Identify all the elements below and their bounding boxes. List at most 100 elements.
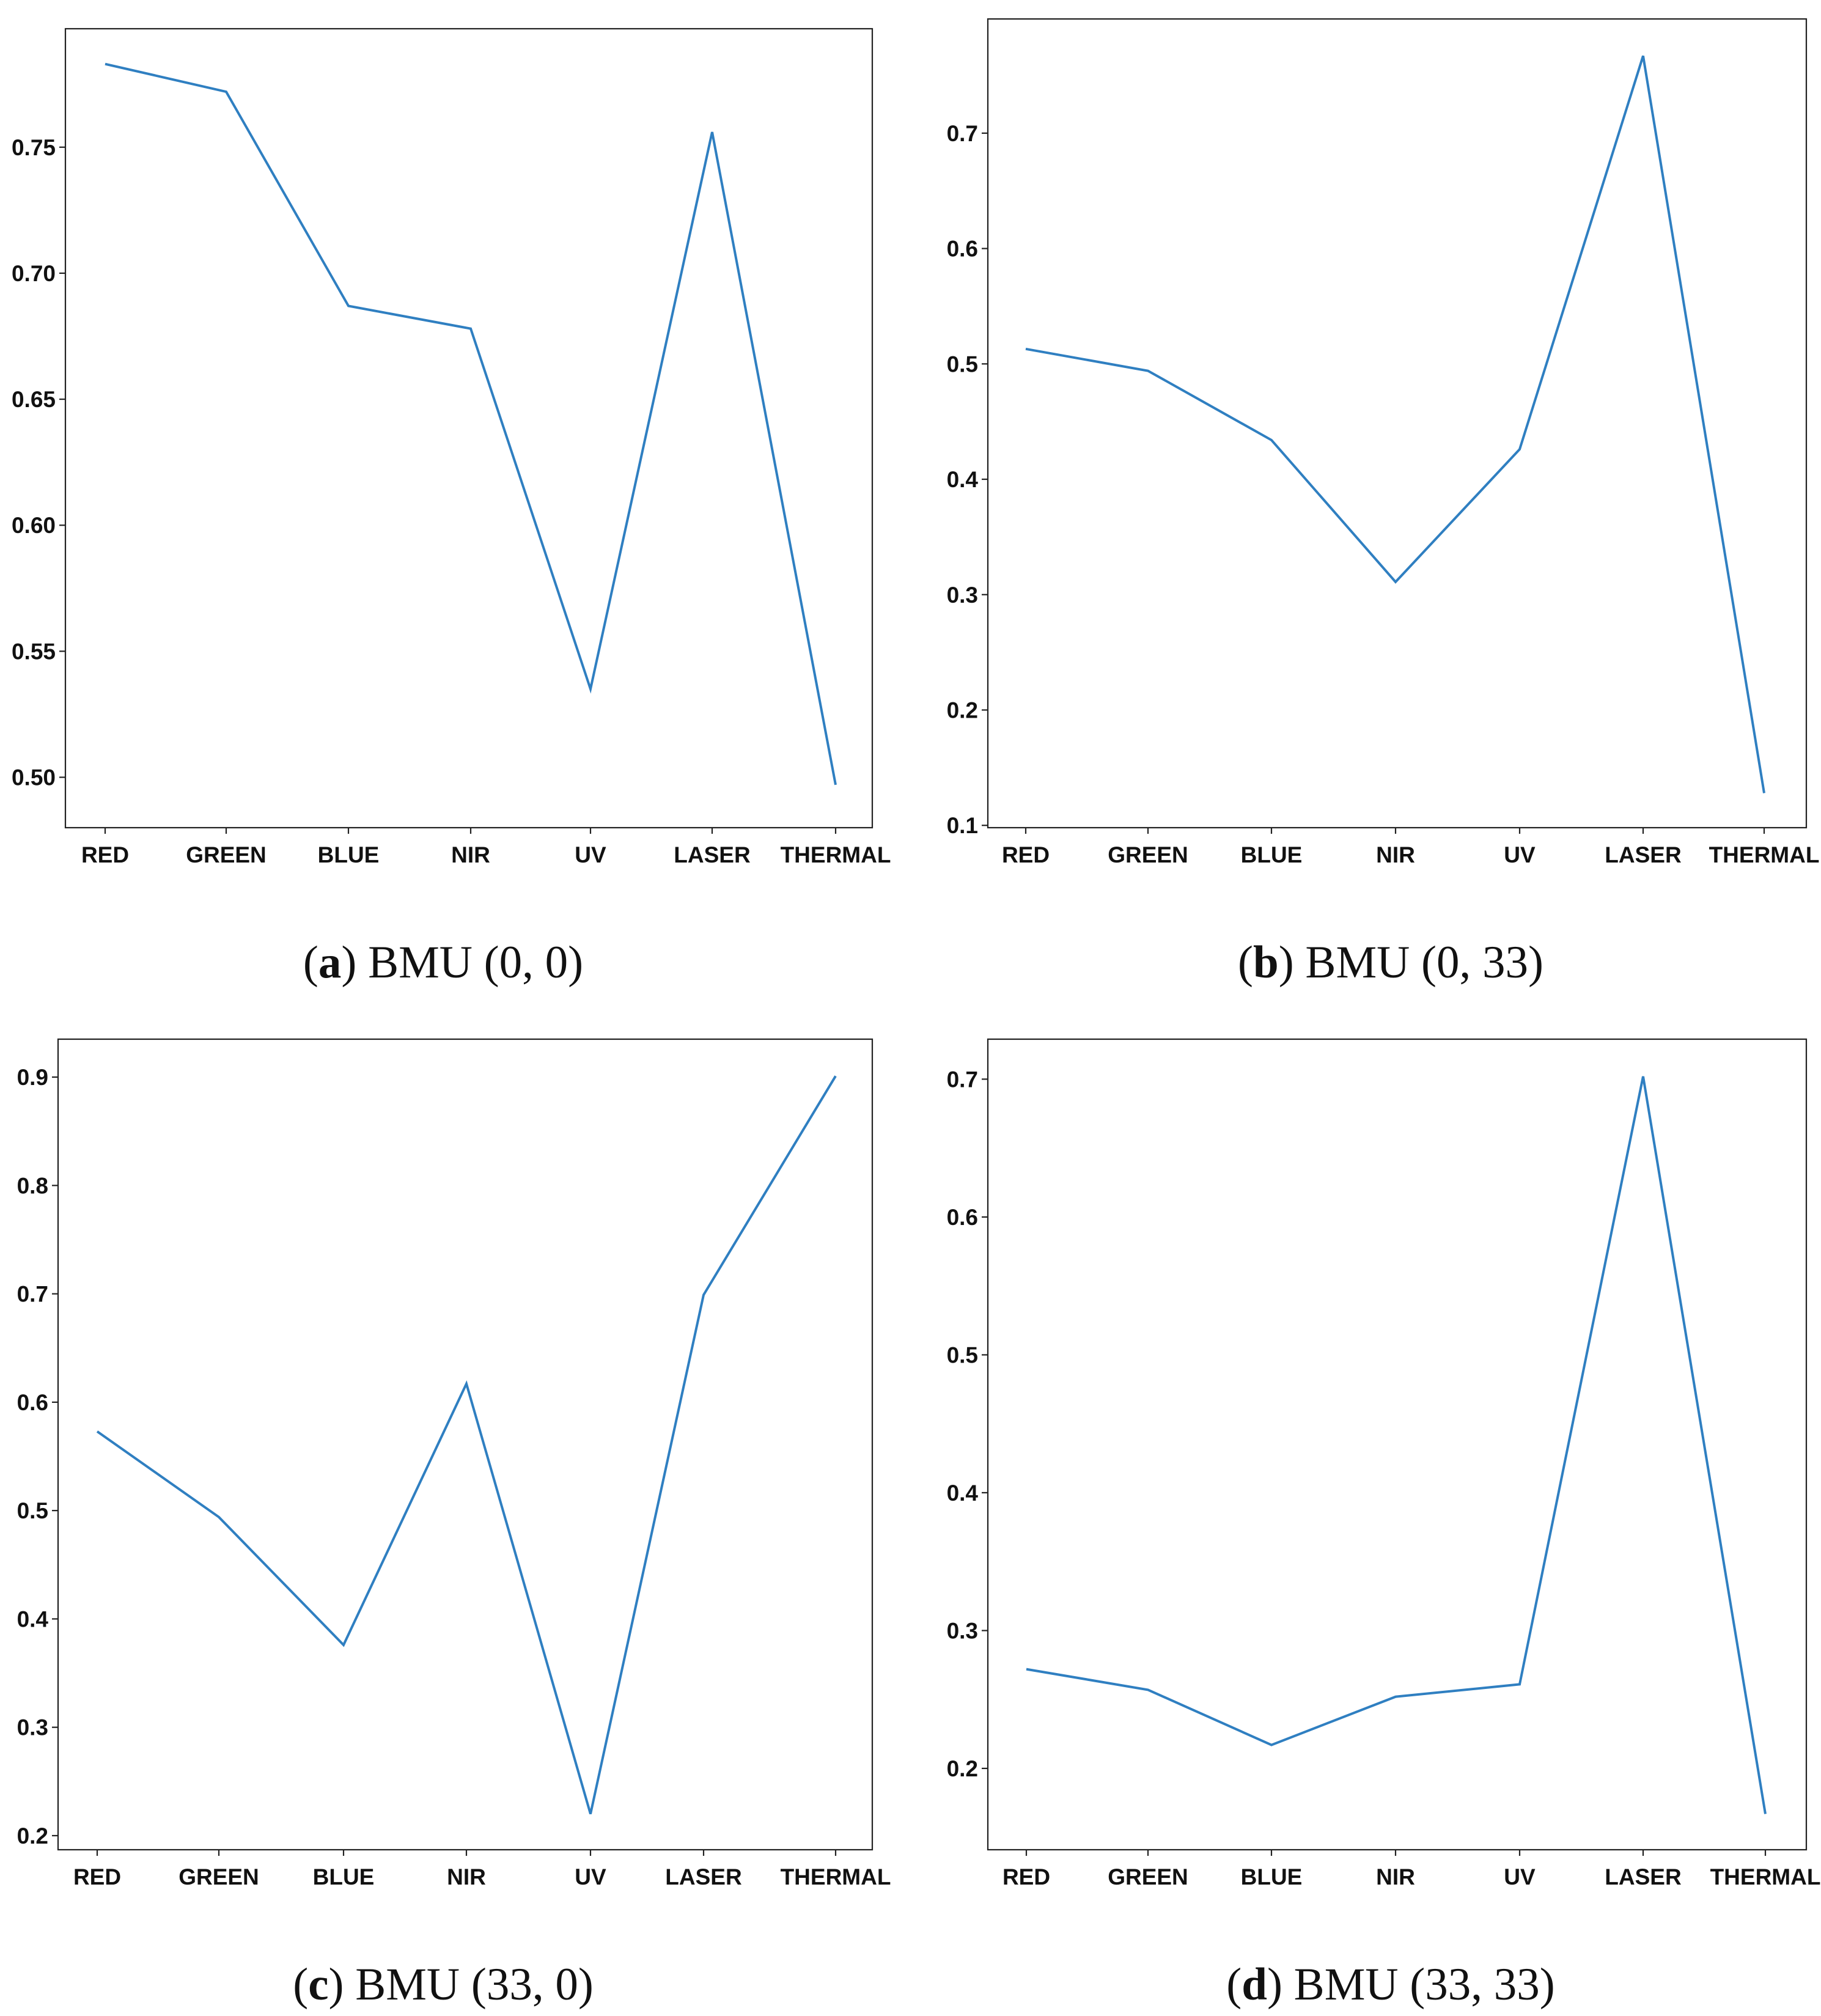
y-tick-label-b-4: 0.5 — [947, 351, 978, 377]
caption-a: (a) BMU (0, 0) — [303, 937, 584, 988]
y-tick-label-c-4: 0.6 — [17, 1390, 48, 1415]
x-tick-label-b-6: THERMAL — [1709, 842, 1820, 867]
chart-b: 0.1 0.2 0.3 0.4 0.5 0.6 0.7 RED GREEN BLUE NIR UV LA… — [947, 18, 1820, 867]
data-point-c-0 — [96, 1430, 98, 1433]
data-point-a-4 — [589, 688, 592, 690]
caption-a-text: BMU (0, 0) — [368, 937, 584, 988]
x-tick-label-c-4: UV — [575, 1864, 606, 1889]
x-tick-label-d-2: BLUE — [1241, 1864, 1303, 1889]
y-tick-label-d-1: 0.3 — [947, 1618, 978, 1643]
data-point-a-2 — [347, 305, 350, 307]
series-line-c — [96, 1075, 837, 1815]
data-point-c-3 — [465, 1383, 468, 1385]
caption-c-letter: c — [308, 1959, 329, 2010]
x-tick-label-a-3: NIR — [451, 842, 490, 867]
caption-a-letter: a — [318, 937, 342, 988]
data-point-c-5 — [702, 1293, 705, 1296]
y-tick-label-a-1: 0.55 — [12, 639, 56, 664]
y-tick-label-a-2: 0.60 — [12, 513, 56, 538]
caption-d-letter: d — [1242, 1959, 1267, 2010]
y-tick-label-b-1: 0.2 — [947, 697, 978, 723]
y-tick-label-b-5: 0.6 — [947, 237, 978, 262]
x-tick-label-c-0: RED — [73, 1864, 121, 1889]
x-tick-label-c-1: GREEN — [178, 1864, 259, 1889]
data-point-d-4 — [1518, 1683, 1521, 1685]
x-tick-label-b-4: UV — [1504, 842, 1536, 867]
y-tick-label-d-2: 0.4 — [947, 1481, 979, 1506]
series-line-a — [105, 62, 837, 785]
y-tick-label-d-5: 0.7 — [947, 1067, 978, 1092]
y-tick-label-c-1: 0.3 — [17, 1715, 48, 1740]
data-point-b-5 — [1642, 54, 1644, 57]
y-tick-label-a-0: 0.50 — [12, 765, 56, 790]
y-tick-label-c-0: 0.2 — [17, 1823, 48, 1849]
caption-d: (d) BMU (33, 33) — [1226, 1959, 1555, 2010]
data-point-c-4 — [589, 1813, 592, 1816]
y-tick-label-b-2: 0.3 — [947, 583, 978, 608]
data-point-c-6 — [834, 1075, 837, 1077]
x-tick-label-a-0: RED — [81, 842, 129, 867]
data-point-b-2 — [1270, 439, 1273, 441]
y-tick-label-c-7: 0.9 — [17, 1065, 48, 1090]
x-tick-label-c-6: THERMAL — [781, 1864, 891, 1889]
y-tick-label-c-3: 0.5 — [17, 1498, 48, 1523]
data-point-b-3 — [1394, 581, 1397, 583]
data-point-b-1 — [1147, 370, 1149, 372]
chart-a: 0.50 0.55 0.60 0.65 0.70 0.75 RED GREEN BLUE NIR U… — [12, 28, 891, 867]
data-point-d-2 — [1270, 1744, 1273, 1746]
x-tick-label-b-3: NIR — [1376, 842, 1415, 867]
data-point-d-0 — [1025, 1668, 1028, 1671]
x-tick-label-d-5: LASER — [1605, 1864, 1681, 1889]
y-tick-label-b-0: 0.1 — [947, 813, 978, 838]
y-tick-label-c-2: 0.4 — [17, 1606, 49, 1632]
y-tick-label-c-5: 0.7 — [17, 1282, 48, 1307]
x-tick-label-a-4: UV — [575, 842, 606, 867]
x-tick-label-b-2: BLUE — [1241, 842, 1303, 867]
x-tick-label-a-2: BLUE — [318, 842, 380, 867]
chart-d: 0.2 0.3 0.4 0.5 0.6 0.7 RED GREEN BLUE NIR UV LASER… — [947, 1038, 1821, 1889]
caption-c: (c) BMU (33, 0) — [293, 1959, 594, 2010]
caption-b: (b) BMU (0, 33) — [1237, 937, 1543, 988]
data-point-d-5 — [1642, 1075, 1644, 1078]
chart-c: 0.2 0.3 0.4 0.5 0.6 0.7 0.8 0.9 RED GREEN BLUE NIR U… — [17, 1038, 891, 1889]
plot-area-a — [64, 28, 874, 829]
data-point-b-0 — [1025, 348, 1027, 350]
data-point-b-6 — [1763, 792, 1765, 794]
data-point-c-2 — [342, 1644, 345, 1646]
x-tick-label-b-5: LASER — [1605, 842, 1681, 867]
plot-area-d — [987, 1038, 1808, 1851]
data-point-c-1 — [218, 1516, 220, 1518]
data-point-d-1 — [1147, 1688, 1149, 1691]
x-tick-label-c-2: BLUE — [313, 1864, 375, 1889]
data-point-d-3 — [1394, 1696, 1397, 1698]
x-tick-label-d-4: UV — [1504, 1864, 1536, 1889]
data-point-a-5 — [711, 131, 713, 133]
x-tick-label-c-5: LASER — [665, 1864, 741, 1889]
data-point-a-0 — [104, 63, 106, 65]
data-point-a-1 — [225, 90, 227, 93]
x-tick-label-a-1: GREEN — [186, 842, 267, 867]
x-tick-label-d-3: NIR — [1376, 1864, 1415, 1889]
y-tick-label-a-5: 0.75 — [12, 135, 56, 160]
y-tick-label-a-3: 0.65 — [12, 387, 56, 412]
data-point-d-6 — [1764, 1812, 1767, 1815]
x-tick-label-b-1: GREEN — [1108, 842, 1188, 867]
x-tick-label-c-3: NIR — [447, 1864, 486, 1889]
caption-d-text: BMU (33, 33) — [1293, 1959, 1555, 2010]
plot-area-b — [987, 18, 1808, 829]
y-tick-label-d-3: 0.5 — [947, 1342, 978, 1367]
y-tick-label-b-6: 0.7 — [947, 121, 978, 146]
data-point-b-4 — [1518, 448, 1521, 451]
x-tick-label-b-0: RED — [1002, 842, 1050, 867]
series-line-d — [1026, 1076, 1767, 1814]
y-tick-label-a-4: 0.70 — [12, 261, 56, 286]
x-tick-label-a-6: THERMAL — [781, 842, 891, 867]
y-tick-label-d-4: 0.6 — [947, 1205, 978, 1230]
y-tick-label-b-3: 0.4 — [947, 467, 979, 492]
x-tick-label-a-5: LASER — [674, 842, 750, 867]
x-tick-label-d-0: RED — [1002, 1864, 1050, 1889]
data-point-a-6 — [834, 784, 837, 786]
series-line-b — [1025, 55, 1765, 793]
x-tick-label-d-6: THERMAL — [1710, 1864, 1821, 1889]
